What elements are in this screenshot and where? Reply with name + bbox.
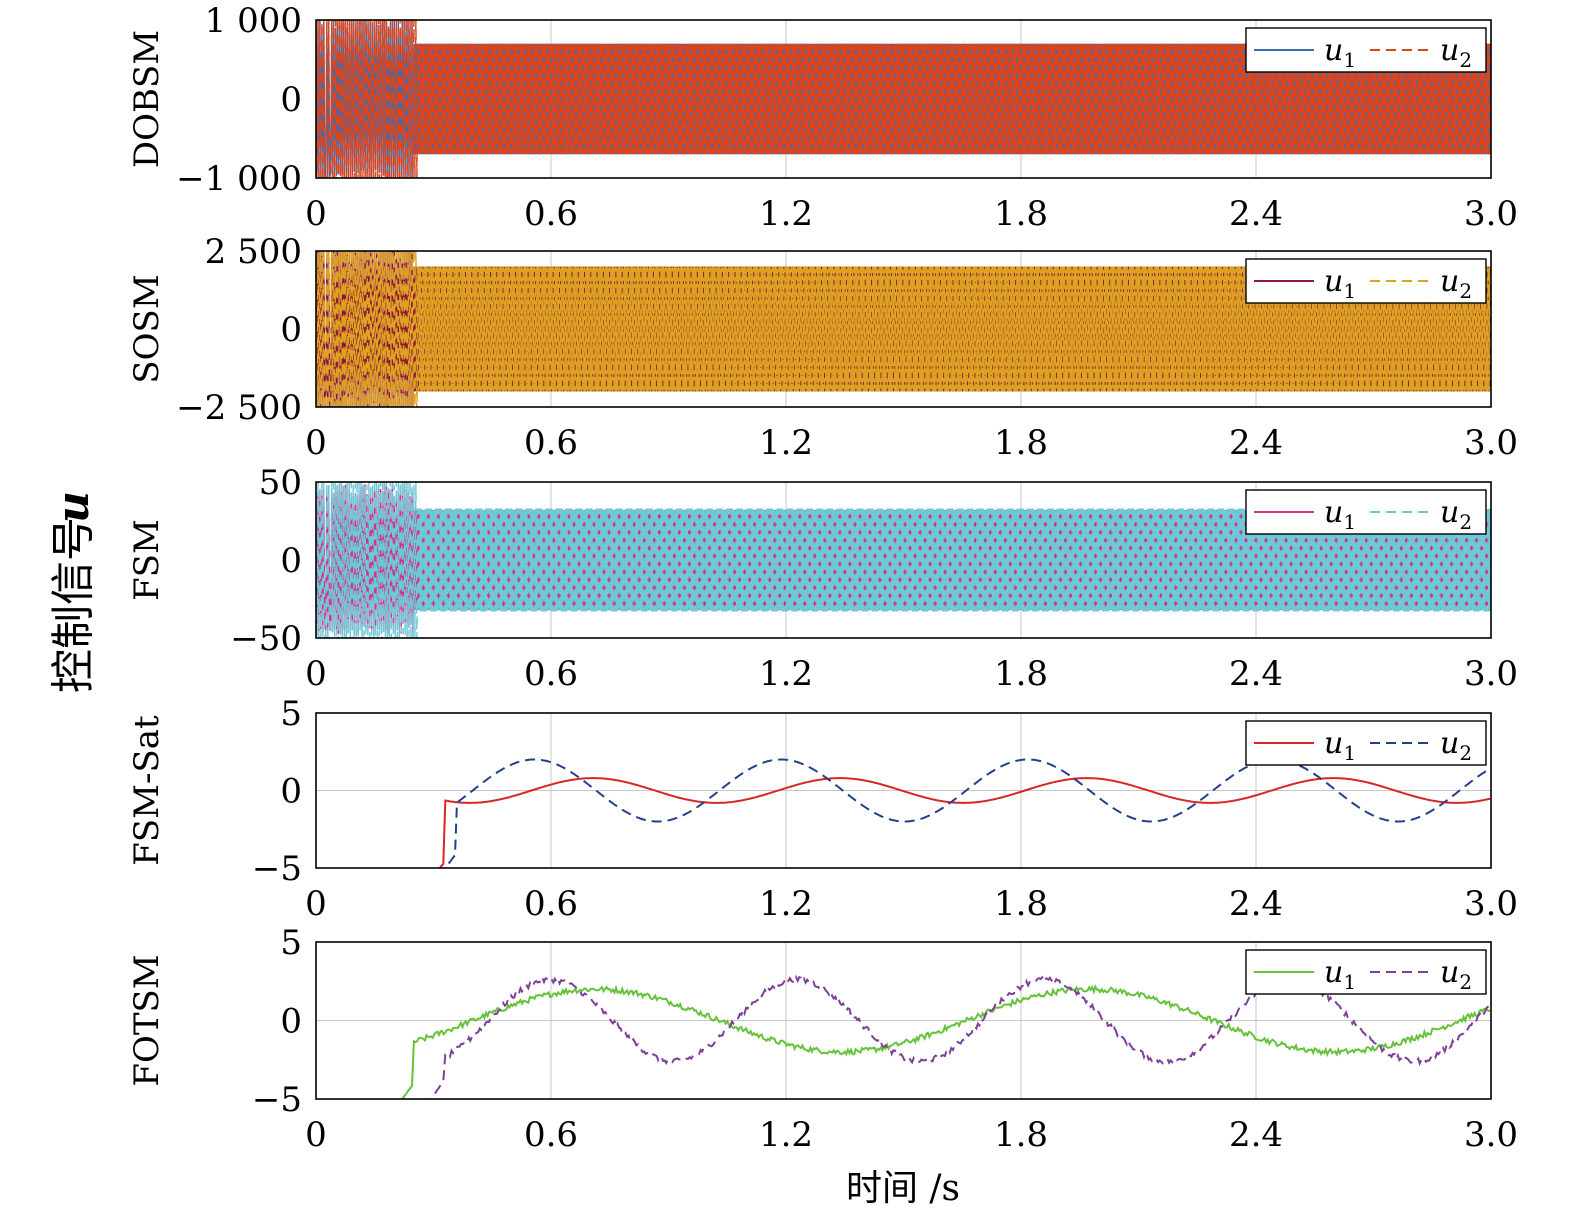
axes-frame (315, 250, 1492, 408)
y-tick-label: −2 500 (176, 388, 302, 428)
plot-area (438, 758, 1491, 868)
x-tick-label: 0.6 (524, 884, 578, 924)
panel-y-label: FSM (127, 519, 167, 601)
x-tick-label: 1.8 (994, 654, 1048, 694)
x-tick-label: 1.2 (759, 884, 813, 924)
y-tick-label: 0 (280, 1002, 302, 1042)
x-tick-label: 3.0 (1464, 884, 1518, 924)
x-tick-label: 3.0 (1464, 654, 1518, 694)
x-tick-label: 0 (305, 654, 327, 694)
plot-area (316, 20, 1491, 178)
axes-frame (315, 941, 1492, 1100)
legend: u1 u2 (1245, 489, 1487, 535)
legend: u1 u2 (1245, 949, 1487, 995)
x-tick-label: 0 (305, 194, 327, 234)
plot-area (316, 482, 1491, 638)
panel-y-label: DOBSM (127, 30, 167, 168)
x-tick-label: 1.2 (759, 194, 813, 234)
x-tick-label: 1.2 (759, 423, 813, 463)
y-tick-label: 0 (280, 772, 302, 812)
x-tick-label: 2.4 (1229, 884, 1283, 924)
shared-y-axis-label: 控制信号 u (48, 491, 99, 693)
x-tick-label: 0 (305, 884, 327, 924)
series-u2 (444, 758, 1490, 868)
series-u2 (316, 20, 1491, 178)
series-u1 (438, 777, 1491, 868)
y-tick-label: 50 (259, 463, 302, 503)
x-tick-label: 1.8 (994, 1115, 1048, 1155)
legend: u1 u2 (1245, 27, 1487, 73)
y-tick-label: −5 (252, 849, 302, 889)
x-tick-label: 2.4 (1229, 423, 1283, 463)
x-tick-label: 2.4 (1229, 194, 1283, 234)
x-axis-label: 时间 /s (846, 1168, 960, 1209)
y-tick-label: −50 (230, 619, 302, 659)
y-tick-label: 0 (280, 80, 302, 120)
x-tick-label: 0.6 (524, 423, 578, 463)
x-tick-label: 3.0 (1464, 423, 1518, 463)
y-axis-symbol: u (48, 491, 99, 523)
y-tick-label: 0 (280, 310, 302, 350)
legend-label: u2 (1440, 955, 1472, 994)
y-tick-label: −5 (252, 1080, 302, 1120)
axes-frame (315, 712, 1492, 869)
series-u2 (316, 251, 1491, 407)
y-tick-label: 5 (280, 923, 302, 963)
x-tick-label: 0.6 (524, 654, 578, 694)
x-tick-label: 0.6 (524, 194, 578, 234)
plot-area (316, 251, 1491, 407)
y-tick-label: 0 (280, 541, 302, 581)
panel-y-label: SOSM (127, 274, 167, 383)
panel-y-label: FOTSM (127, 954, 167, 1086)
x-tick-label: 2.4 (1229, 654, 1283, 694)
legend: u1 u2 (1245, 720, 1487, 766)
axes-frame (315, 481, 1492, 639)
x-tick-label: 2.4 (1229, 1115, 1283, 1155)
x-tick-label: 1.8 (994, 884, 1048, 924)
y-axis-label-text: 控制信号 (48, 517, 99, 693)
panel-y-label: FSM-Sat (127, 715, 167, 866)
x-tick-label: 3.0 (1464, 194, 1518, 234)
legend-label: u1 (1324, 33, 1356, 72)
y-tick-label: 5 (280, 694, 302, 734)
x-tick-label: 1.8 (994, 423, 1048, 463)
x-tick-label: 0 (305, 1115, 327, 1155)
x-tick-label: 0 (305, 423, 327, 463)
legend: u1 u2 (1245, 258, 1487, 304)
y-tick-label: 2 500 (205, 232, 302, 272)
y-tick-label: 1 000 (205, 1, 302, 41)
x-tick-label: 1.2 (759, 654, 813, 694)
x-tick-label: 1.2 (759, 1115, 813, 1155)
x-tick-label: 1.8 (994, 194, 1048, 234)
series-u2 (316, 482, 1491, 638)
x-tick-label: 0.6 (524, 1115, 578, 1155)
x-tick-label: 3.0 (1464, 1115, 1518, 1155)
y-tick-label: −1 000 (176, 159, 302, 199)
series-u1 (400, 984, 1491, 1099)
axes-frame (315, 19, 1492, 179)
